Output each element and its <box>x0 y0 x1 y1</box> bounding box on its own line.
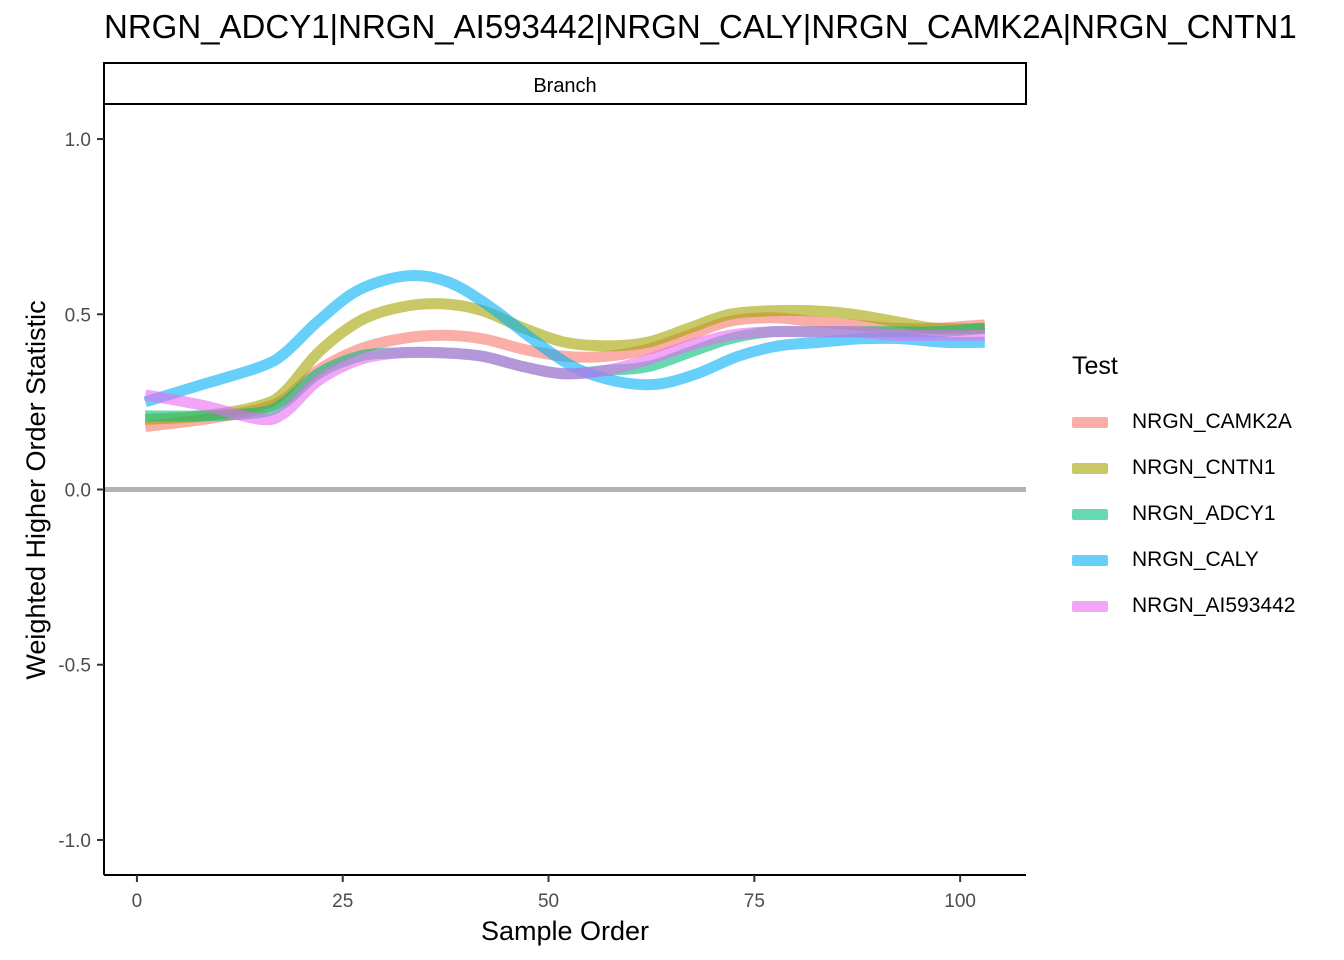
legend-label: NRGN_AI593442 <box>1132 594 1296 617</box>
legend: Test NRGN_CAMK2A NRGN_CNTN1 NRGN_ADCY1 NRGN… <box>1072 352 1295 629</box>
legend-label: NRGN_CALY <box>1132 548 1259 571</box>
x-tick-label: 25 <box>332 891 353 912</box>
series-layer <box>143 269 986 432</box>
legend-label: NRGN_CAMK2A <box>1132 410 1292 433</box>
legend-key <box>1072 416 1108 428</box>
legend-key <box>1072 462 1108 474</box>
x-axis-label: Sample Order <box>481 916 649 946</box>
y-axis-label: Weighted Higher Order Statistic <box>21 300 51 679</box>
x-tick-label: 0 <box>132 891 143 912</box>
chart-title: NRGN_ADCY1|NRGN_AI593442|NRGN_CALY|NRGN_… <box>104 8 1297 45</box>
series-line-nrgn-ai593442 <box>144 326 985 426</box>
legend-key <box>1072 600 1108 612</box>
legend-label: NRGN_ADCY1 <box>1132 502 1276 525</box>
legend-item: NRGN_CAMK2A <box>1072 399 1295 445</box>
legend-item: NRGN_AI593442 <box>1072 583 1295 629</box>
legend-key <box>1072 554 1108 566</box>
legend-item: NRGN_CNTN1 <box>1072 445 1295 491</box>
x-ticks: 0 25 50 75 100 <box>132 875 976 912</box>
y-tick-label: 1.0 <box>65 130 91 151</box>
legend-items: NRGN_CAMK2A NRGN_CNTN1 NRGN_ADCY1 NRGN_CALY… <box>1072 399 1295 629</box>
series-line-nrgn-cntn1 <box>144 298 985 425</box>
facet-strip-box <box>103 62 1027 105</box>
y-ticks: -1.0 -0.5 0.0 0.5 1.0 <box>58 130 104 852</box>
x-tick-label: 75 <box>744 891 765 912</box>
legend-item: NRGN_ADCY1 <box>1072 491 1295 537</box>
facet-strip: Branch <box>103 62 1027 105</box>
facet-strip-label: Branch <box>533 75 596 97</box>
x-tick-label: 50 <box>538 891 559 912</box>
y-tick-label: -0.5 <box>58 656 91 677</box>
legend-item: NRGN_CALY <box>1072 537 1295 583</box>
legend-key <box>1072 508 1108 520</box>
legend-title: Test <box>1072 352 1118 380</box>
y-tick-label: 0.0 <box>65 481 91 502</box>
legend-label: NRGN_CNTN1 <box>1132 456 1276 479</box>
series-line-nrgn-caly <box>143 269 985 408</box>
y-tick-label: -1.0 <box>58 831 91 852</box>
y-tick-label: 0.5 <box>65 305 91 326</box>
x-tick-label: 100 <box>944 891 976 912</box>
